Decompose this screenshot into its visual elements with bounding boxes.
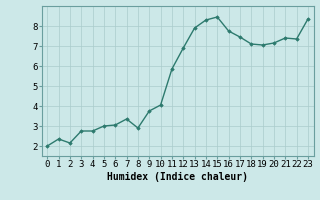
X-axis label: Humidex (Indice chaleur): Humidex (Indice chaleur): [107, 172, 248, 182]
